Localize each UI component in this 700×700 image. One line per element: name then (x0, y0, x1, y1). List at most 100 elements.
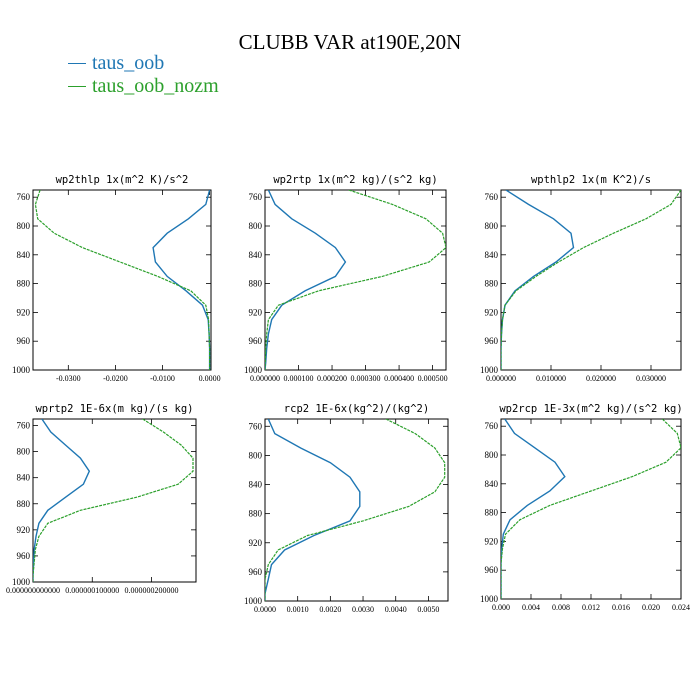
x-tick-label: 0.000000100000 (65, 586, 119, 595)
y-tick-label: 760 (485, 421, 499, 431)
x-tick-label: 0.000000 (486, 374, 516, 383)
y-tick-label: 920 (249, 307, 263, 317)
series-line-taus-oob (152, 190, 211, 370)
chart-panel-3: wprtp2 1E-6x(m kg)/(s kg) 760 800 840 880 920… (6, 403, 197, 595)
x-tick-label: 0.0040 (385, 605, 407, 614)
panel-title: wp2rtp 1x(m^2 kg)/(s^2 kg) (273, 174, 437, 186)
y-tick-label: 1000 (480, 365, 499, 375)
y-tick-label: 840 (249, 480, 263, 490)
legend-item-taus-oob: taus_oob (68, 52, 219, 75)
x-tick-label: 0.0010 (287, 605, 309, 614)
legend-swatch-taus-oob (68, 63, 86, 64)
y-tick-label: 880 (17, 499, 31, 509)
x-tick-label: 0.000100 (284, 374, 314, 383)
panel-title: wprtp2 1E-6x(m kg)/(s kg) (35, 403, 193, 415)
series-line-taus-oob-nozm (501, 190, 681, 370)
y-tick-label: 960 (249, 336, 263, 346)
y-tick-label: 920 (17, 525, 31, 535)
y-tick-label: 960 (485, 565, 499, 575)
chart-panel-4: rcp2 1E-6x(kg^2)/(kg^2) 760 800 840 880 920 96… (244, 403, 449, 614)
x-tick-label: -0.0300 (56, 374, 81, 383)
y-tick-label: 840 (249, 250, 263, 260)
y-tick-label: 800 (249, 221, 263, 231)
y-tick-label: 800 (485, 450, 499, 460)
legend: taus_oob taus_oob_nozm (68, 52, 219, 98)
plot-frame (32, 418, 197, 583)
x-tick-label: 0.0000 (254, 605, 276, 614)
x-tick-label: 0.012 (582, 603, 600, 612)
y-tick-label: 760 (249, 192, 263, 202)
y-tick-label: 960 (249, 567, 263, 577)
chart-panel-0: wp2thlp 1x(m^2 K)/s^2 760 800 840 880 920 960 1… (12, 174, 221, 383)
y-tick-label: 920 (485, 307, 499, 317)
x-tick-label: 0.000000 (250, 374, 280, 383)
y-tick-label: 880 (485, 279, 499, 289)
x-tick-label: 0.000500 (418, 374, 448, 383)
y-tick-label: 1000 (12, 365, 31, 375)
x-tick-label: -0.0200 (103, 374, 128, 383)
x-tick-label: 0.024 (672, 603, 690, 612)
y-tick-label: 920 (17, 307, 31, 317)
series-line-taus-oob (33, 419, 91, 582)
y-tick-label: 840 (485, 479, 499, 489)
x-tick-label: -0.0100 (150, 374, 175, 383)
y-tick-label: 760 (249, 421, 263, 431)
x-tick-label: 0.010000 (536, 374, 566, 383)
legend-item-taus-oob-nozm: taus_oob_nozm (68, 75, 219, 98)
chart-panel-2: wpthlp2 1x(m K^2)/s 760 800 840 880 920 960 100… (480, 174, 682, 383)
plot-frame (264, 189, 447, 371)
y-tick-label: 960 (17, 551, 31, 561)
y-tick-label: 960 (485, 336, 499, 346)
y-tick-label: 880 (485, 508, 499, 518)
legend-label-taus-oob-nozm: taus_oob_nozm (92, 75, 219, 97)
series-line-taus-oob-nozm (501, 419, 681, 599)
plot-frame (500, 189, 682, 371)
x-tick-label: 0.0030 (352, 605, 374, 614)
series-line-taus-oob-nozm (265, 190, 446, 370)
x-tick-label: 0.000400 (384, 374, 414, 383)
y-tick-label: 1000 (480, 594, 499, 604)
panel-title: wp2thlp 1x(m^2 K)/s^2 (56, 174, 189, 186)
y-tick-label: 880 (17, 279, 31, 289)
plot-frame (32, 189, 212, 371)
x-tick-label: 0.000 (492, 603, 510, 612)
y-tick-label: 840 (17, 473, 31, 483)
x-tick-label: 0.0000 (199, 374, 221, 383)
y-tick-label: 760 (485, 192, 499, 202)
y-tick-label: 840 (17, 250, 31, 260)
x-tick-label: 0.000000200000 (125, 586, 179, 595)
y-tick-label: 920 (485, 536, 499, 546)
x-tick-label: 0.016 (612, 603, 630, 612)
panel-title: wpthlp2 1x(m K^2)/s (531, 174, 651, 186)
x-tick-label: 0.0020 (319, 605, 341, 614)
figure-title: CLUBB VAR at190E,20N (238, 30, 462, 54)
y-tick-label: 880 (249, 509, 263, 519)
legend-label-taus-oob: taus_oob (92, 52, 165, 74)
y-tick-label: 800 (249, 450, 263, 460)
x-tick-label: 0.000300 (351, 374, 381, 383)
plot-frame (264, 418, 449, 602)
series-line-taus-oob (501, 190, 575, 370)
x-tick-label: 0.000000000000 (6, 586, 60, 595)
y-tick-label: 840 (485, 250, 499, 260)
x-tick-label: 0.004 (522, 603, 540, 612)
chart-panel-1: wp2rtp 1x(m^2 kg)/(s^2 kg) 760 800 840 880 92… (244, 174, 448, 383)
x-tick-label: 0.000200 (317, 374, 347, 383)
series-line-taus-oob (265, 419, 361, 601)
series-line-taus-oob-nozm (34, 190, 211, 370)
y-tick-label: 800 (17, 447, 31, 457)
series-line-taus-oob (265, 190, 347, 370)
x-tick-label: 0.020000 (586, 374, 616, 383)
series-line-taus-oob-nozm (265, 419, 446, 601)
y-tick-label: 920 (249, 538, 263, 548)
plot-frame (500, 418, 682, 600)
y-tick-label: 760 (17, 421, 31, 431)
y-tick-label: 960 (17, 336, 31, 346)
panel-title: rcp2 1E-6x(kg^2)/(kg^2) (284, 403, 429, 415)
legend-swatch-taus-oob-nozm (68, 86, 86, 87)
y-tick-label: 880 (249, 279, 263, 289)
y-tick-label: 1000 (244, 365, 263, 375)
y-tick-label: 800 (17, 221, 31, 231)
panel-title: wp2rcp 1E-3x(m^2 kg)/(s^2 kg) (499, 403, 682, 415)
